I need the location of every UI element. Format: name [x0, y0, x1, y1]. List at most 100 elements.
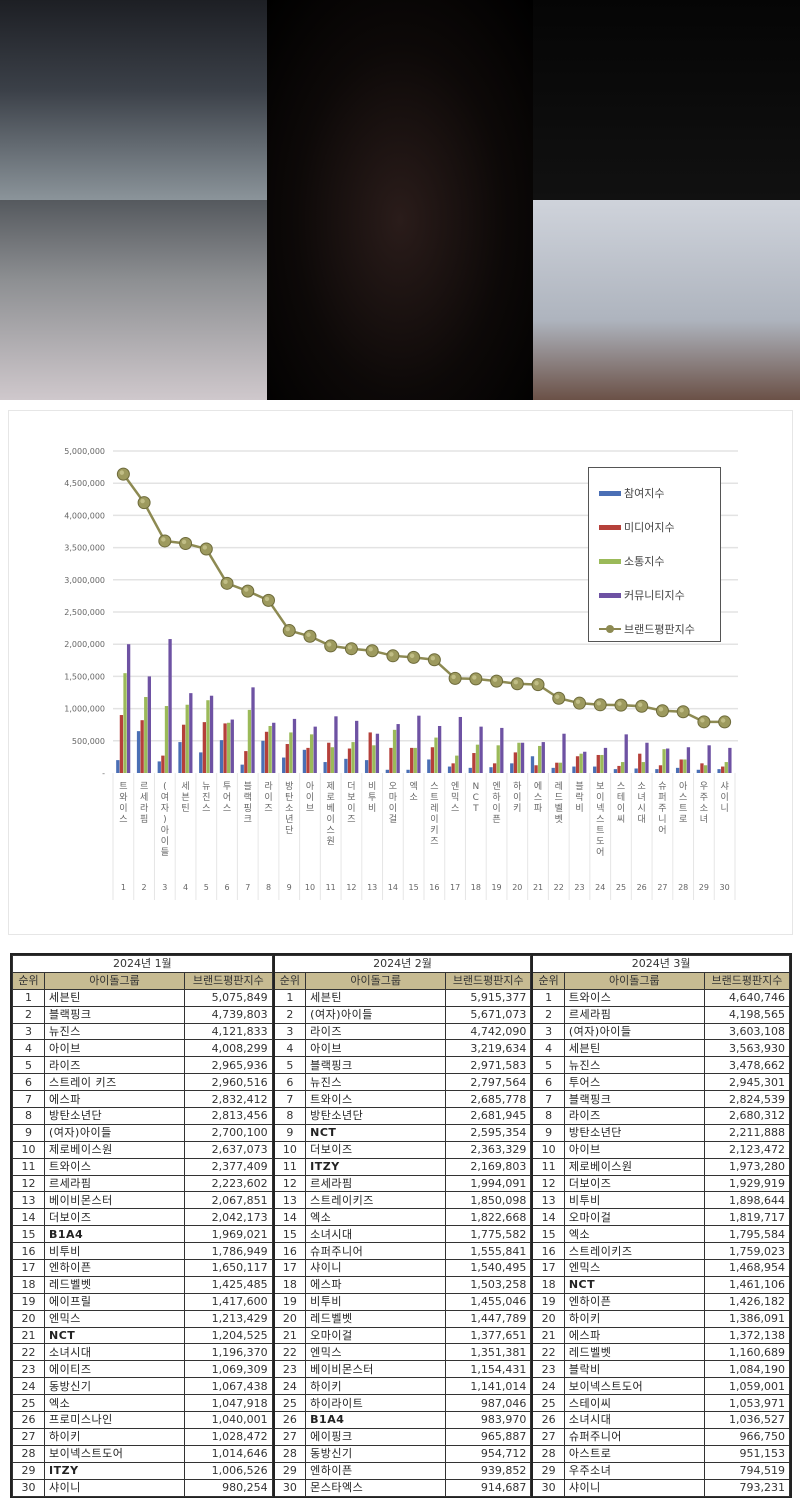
- rank-cell: 12: [12, 1174, 45, 1193]
- rank-cell: 26: [273, 1411, 307, 1429]
- score-cell: 2,169,803: [445, 1157, 532, 1176]
- x-category-number: 15: [409, 883, 419, 892]
- legend-label: 브랜드평판지수: [624, 623, 695, 636]
- score-cell: 1,850,098: [445, 1191, 532, 1210]
- score-cell: 1,047,918: [184, 1394, 273, 1413]
- score-cell: 1,969,021: [184, 1225, 273, 1244]
- score-cell: 1,417,600: [184, 1292, 273, 1311]
- x-category-label: 진: [202, 792, 210, 803]
- bar: [728, 747, 732, 773]
- bar: [292, 718, 297, 773]
- rank-cell: 29: [12, 1461, 45, 1480]
- score-cell: 1,555,841: [445, 1242, 532, 1261]
- bar: [666, 748, 670, 773]
- x-category-label: 니: [658, 814, 666, 825]
- bar: [430, 747, 435, 773]
- month-title: 2024년 2월: [273, 955, 532, 973]
- bar: [489, 767, 493, 773]
- bar: [572, 766, 576, 773]
- legend-label: 커뮤니티지수: [624, 589, 685, 602]
- x-category-label: 소: [285, 803, 293, 814]
- rank-cell: 5: [531, 1056, 565, 1075]
- bar: [624, 734, 628, 773]
- bar: [178, 742, 182, 773]
- group-name-cell: (여자)아이들: [563, 1022, 705, 1041]
- y-tick-label: 3,500,000: [64, 544, 105, 553]
- bar: [479, 726, 483, 773]
- rank-cell: 9: [12, 1123, 45, 1142]
- bar: [330, 747, 334, 773]
- group-name-cell: ITZY: [44, 1461, 185, 1480]
- bar: [309, 734, 314, 773]
- rank-cell: 25: [273, 1394, 307, 1413]
- bar: [513, 752, 517, 773]
- group-name-cell: 라이즈: [305, 1022, 447, 1041]
- rank-cell: 17: [12, 1259, 45, 1277]
- rank-cell: 12: [273, 1174, 307, 1193]
- x-category-label: 어: [223, 792, 231, 803]
- rank-cell: 19: [273, 1292, 307, 1311]
- rank-cell: 11: [12, 1157, 45, 1176]
- x-category-label: 르: [140, 782, 148, 792]
- y-tick-label: 1,500,000: [64, 672, 105, 681]
- bar: [530, 756, 535, 773]
- table-row: 19 엔하이픈 1,426,182: [531, 1292, 791, 1311]
- group-name-cell: 더보이즈: [44, 1208, 185, 1227]
- header-score: 브랜드평판지수: [703, 971, 791, 990]
- table-row: 7 블랙핑크 2,824,539: [531, 1090, 791, 1109]
- header-rank: 순위: [12, 971, 45, 990]
- x-category-label: 탄: [285, 792, 293, 803]
- table-row: 8 라이즈 2,680,312: [531, 1107, 791, 1125]
- score-cell: 1,067,438: [184, 1377, 273, 1396]
- brand-reputation-chart: - 500,000 1,000,000 1,500,000 2,000,000 2,500…: [64, 447, 738, 900]
- bar: [261, 740, 265, 773]
- table-row: 18 NCT 1,461,106: [531, 1275, 791, 1294]
- monthly-ranking-tables: 2024년 1월 순위 아이돌그룹 브랜드평판지수 1 세븐틴 5,075,849 2 블랙핑크…: [10, 953, 792, 1498]
- group-name-cell: 슈퍼주니어: [305, 1242, 447, 1261]
- rank-cell: 27: [531, 1427, 565, 1446]
- x-category-label: 스: [327, 825, 335, 836]
- group-name-cell: 뉴진스: [305, 1073, 447, 1092]
- x-category-label: 스: [679, 792, 687, 803]
- x-category-label: 하: [513, 781, 522, 792]
- x-category-label: 이: [596, 792, 604, 803]
- rank-cell: 25: [531, 1394, 565, 1413]
- bar: [240, 764, 244, 773]
- score-cell: 1,059,001: [703, 1377, 791, 1396]
- group-name-cell: 방탄소년단: [563, 1123, 705, 1142]
- x-category-label: 방: [285, 781, 293, 792]
- rank-cell: 9: [273, 1123, 307, 1142]
- group-name-cell: 뉴진스: [563, 1056, 705, 1075]
- rank-cell: 24: [273, 1377, 307, 1396]
- bar: [230, 719, 234, 773]
- score-cell: 2,223,602: [184, 1174, 273, 1193]
- x-category-number: 24: [595, 883, 605, 892]
- bar: [327, 742, 331, 773]
- x-category-label: 아: [161, 825, 170, 836]
- x-category-label: 대: [638, 814, 646, 825]
- x-category-label: 스: [617, 781, 625, 792]
- score-cell: 3,563,930: [703, 1039, 791, 1058]
- x-category-label: 소: [638, 781, 646, 792]
- group-name-cell: 하이키: [44, 1427, 185, 1446]
- group-name-cell: 보이넥스트도어: [44, 1444, 185, 1463]
- table-row: 27 에이핑크 965,887: [273, 1427, 532, 1446]
- bar: [347, 748, 352, 773]
- x-category-label: N: [472, 782, 479, 792]
- x-category-label: 퍼: [658, 792, 666, 803]
- rank-cell: 21: [12, 1326, 45, 1345]
- group-name-cell: 레드벨벳: [563, 1343, 705, 1362]
- x-category-label: 비: [368, 803, 376, 814]
- table-row: 24 보이넥스트도어 1,059,001: [531, 1377, 791, 1396]
- bar: [364, 760, 369, 773]
- table-row: 4 아이브 3,219,634: [273, 1039, 532, 1058]
- score-cell: 4,121,833: [184, 1022, 273, 1041]
- bar: [227, 722, 231, 773]
- x-category-number: 12: [346, 883, 356, 892]
- bar: [344, 758, 348, 773]
- score-cell: 1,898,644: [703, 1191, 791, 1210]
- score-cell: 2,681,945: [445, 1107, 532, 1125]
- score-cell: 2,067,851: [184, 1191, 273, 1210]
- rank-cell: 30: [531, 1478, 565, 1497]
- table-february: 2024년 2월 순위 아이돌그룹 브랜드평판지수 1 세븐틴 5,915,377 2 (여자)…: [272, 955, 532, 1497]
